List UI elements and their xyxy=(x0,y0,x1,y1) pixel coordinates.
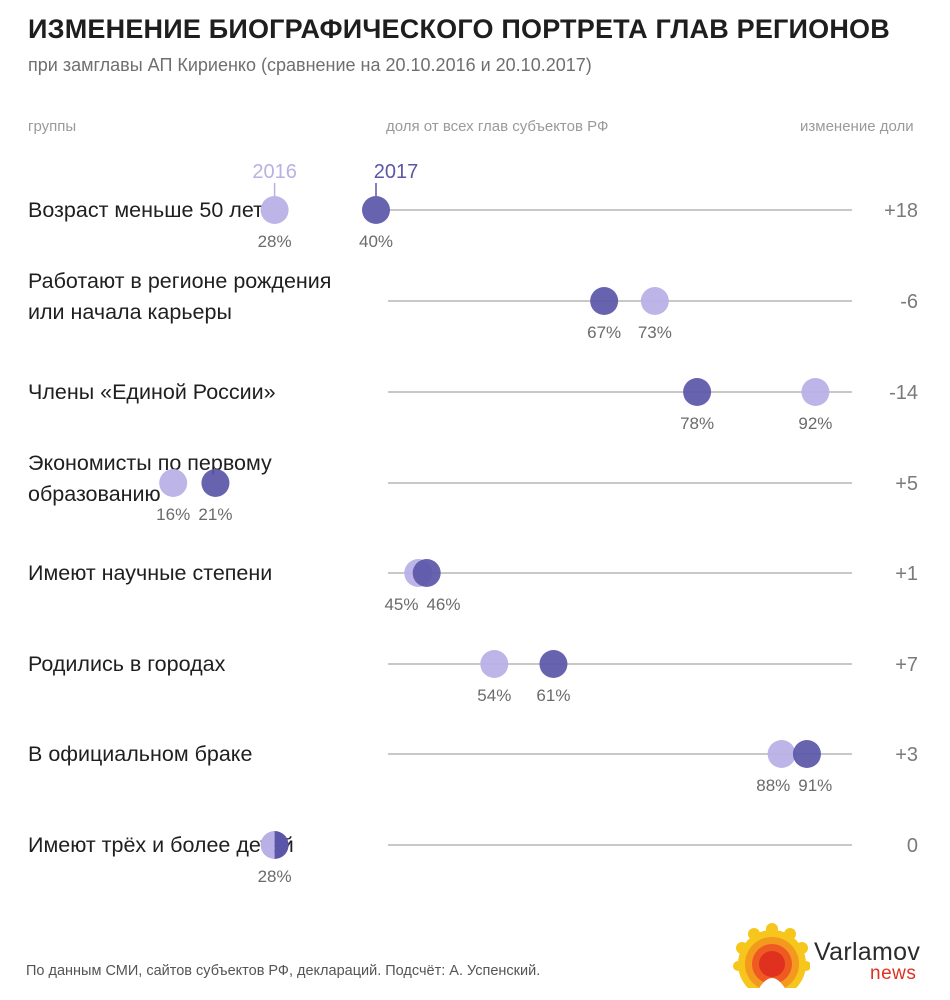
value-label-2017: 46% xyxy=(426,595,460,614)
page-title: ИЗМЕНЕНИЕ БИОГРАФИЧЕСКОГО ПОРТРЕТА ГЛАВ … xyxy=(28,14,890,44)
page-subtitle: при замглавы АП Кириенко (сравнение на 2… xyxy=(28,55,592,75)
category-label: В официальном браке xyxy=(28,742,252,766)
value-label-2016: 73% xyxy=(638,323,672,342)
value-label-2016: 45% xyxy=(384,595,418,614)
category-label: Родились в городах xyxy=(28,652,226,676)
category-label: Возраст меньше 50 лет xyxy=(28,198,263,222)
point-2017 xyxy=(274,831,289,859)
point-2017 xyxy=(683,378,712,406)
category-label: или начала карьеры xyxy=(28,300,232,324)
point-2016 xyxy=(260,831,275,859)
category-label: Экономисты по первому xyxy=(28,451,272,475)
change-value: +1 xyxy=(895,563,918,585)
point-2017 xyxy=(412,559,441,587)
value-label-2017: 40% xyxy=(359,232,393,251)
source-note: По данным СМИ, сайтов субъектов РФ, декл… xyxy=(26,963,541,979)
sunburst-logo-icon xyxy=(732,923,810,990)
value-label-2016: 88% xyxy=(756,776,790,795)
change-value: -6 xyxy=(900,291,918,313)
column-header-groups: группы xyxy=(28,118,77,135)
value-label-2016: 92% xyxy=(798,414,832,433)
value-label-2017: 67% xyxy=(587,323,621,342)
value-label-2017: 21% xyxy=(198,505,232,524)
category-label: образованию xyxy=(28,482,161,506)
point-2016 xyxy=(159,469,188,497)
change-value: +7 xyxy=(895,654,918,676)
logo-subword: news xyxy=(870,963,917,984)
change-value: +5 xyxy=(895,473,918,495)
value-label-2016: 28% xyxy=(258,232,292,251)
point-2016 xyxy=(480,650,509,678)
change-value: +3 xyxy=(895,744,918,766)
logo-wordmark: Varlamov xyxy=(814,938,921,966)
legend-2017: 2017 xyxy=(374,161,419,183)
category-label: Имеют трёх и более детей xyxy=(28,833,294,857)
change-value: -14 xyxy=(889,382,918,404)
point-2016 xyxy=(801,378,830,406)
value-label-2016: 16% xyxy=(156,505,190,524)
change-value: +18 xyxy=(884,200,918,222)
value-label-2017: 78% xyxy=(680,414,714,433)
point-2016 xyxy=(767,740,796,768)
point-2017 xyxy=(590,287,619,315)
point-2016 xyxy=(260,196,289,224)
legend-2016: 2016 xyxy=(252,161,297,183)
point-2017 xyxy=(539,650,568,678)
category-label: Работают в регионе рождения xyxy=(28,269,331,293)
column-header-change: изменение доли xyxy=(800,118,914,135)
value-label-2016: 54% xyxy=(477,686,511,705)
point-2017 xyxy=(362,196,390,224)
point-2017 xyxy=(201,469,230,497)
value-label-2017: 91% xyxy=(798,776,832,795)
point-2017 xyxy=(792,740,821,768)
category-label: Члены «Единой России» xyxy=(28,380,276,404)
point-2016 xyxy=(640,287,669,315)
value-label-2017: 61% xyxy=(536,686,570,705)
column-header-share: доля от всех глав субъектов РФ xyxy=(386,118,609,135)
category-label: Имеют научные степени xyxy=(28,561,272,585)
varlamov-news-logo: Varlamov news xyxy=(730,920,940,990)
change-value: 0 xyxy=(907,835,918,857)
value-label-2016: 28% xyxy=(258,867,292,886)
